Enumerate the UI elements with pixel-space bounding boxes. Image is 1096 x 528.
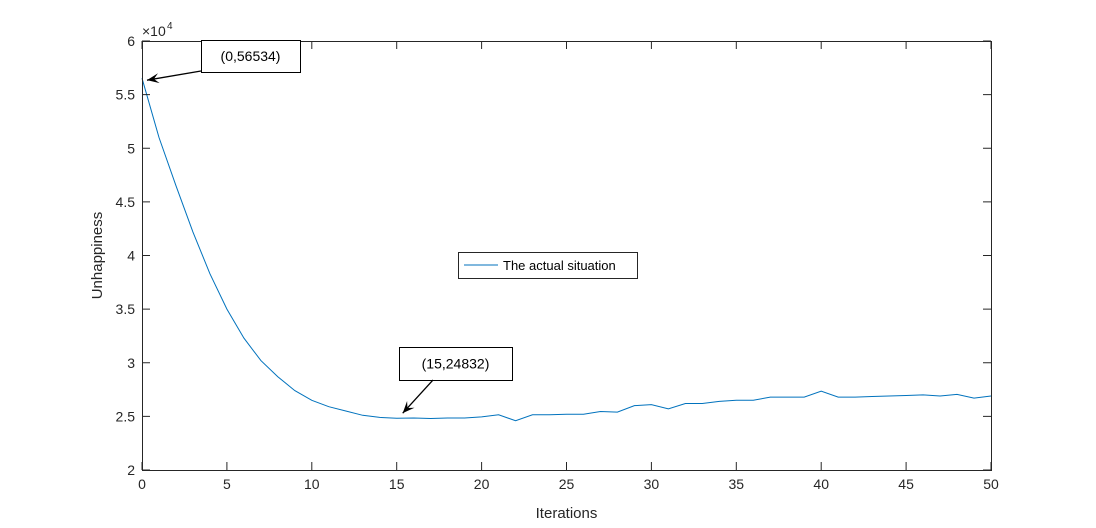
annotation-box: [399, 347, 513, 381]
x-tick-label: 25: [559, 476, 575, 492]
y-axis-exponent: ×10 4: [142, 21, 173, 39]
y-tick-label: 5.5: [116, 87, 136, 103]
y-axis-label: Unhappiness: [89, 212, 106, 300]
y-tick-label: 3: [127, 355, 135, 371]
annotation-arrow-line: [402, 379, 434, 414]
legend-label: The actual situation: [503, 258, 616, 273]
x-tick-label: 20: [474, 476, 490, 492]
y-tick-label: 6: [127, 33, 135, 49]
x-tick-label: 50: [983, 476, 999, 492]
exponent-base: ×10: [142, 23, 166, 39]
series-layer: [141, 78, 992, 422]
x-tick-label: 5: [223, 476, 231, 492]
annotation-arrow-head: [147, 73, 160, 84]
x-tick-label: 40: [813, 476, 829, 492]
x-axis-label: Iterations: [536, 505, 598, 522]
annotation-box: [201, 40, 301, 73]
tick-layer: 0 5 10 15 20 25 30 35 40 45 50 2 2.5 3 3.5 4 4.5 5 5.5 6: [116, 33, 999, 492]
x-tick-label: 10: [304, 476, 320, 492]
annotation-layer: (0,56534) (15,24832): [146, 40, 513, 414]
annotation-arrow-head: [402, 400, 415, 414]
exponent-power: 4: [167, 21, 173, 32]
x-tick-label: 15: [389, 476, 405, 492]
legend: The actual situation: [458, 252, 638, 279]
y-tick-label: 4.5: [116, 194, 136, 210]
y-tick-label: 4: [127, 248, 135, 264]
annotation-label: (15,24832): [422, 356, 490, 372]
x-tick-label: 0: [138, 476, 146, 492]
y-tick-label: 5: [127, 140, 135, 156]
series-line-0: [141, 78, 992, 422]
annotation-arrow-line: [146, 70, 202, 81]
x-tick-label: 30: [644, 476, 660, 492]
x-tick-label: 35: [729, 476, 745, 492]
x-tick-label: 45: [898, 476, 914, 492]
y-tick-label: 2.5: [116, 408, 136, 424]
y-tick-label: 3.5: [116, 301, 136, 317]
annotation-label: (0,56534): [221, 48, 281, 64]
y-tick-label: 2: [127, 462, 135, 478]
